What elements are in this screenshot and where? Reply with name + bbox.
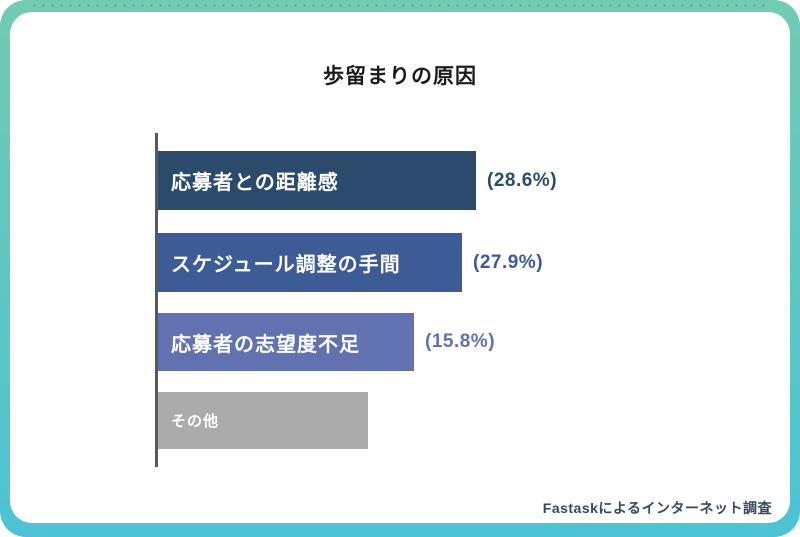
source-caption: Fastaskによるインターネット調査 (542, 500, 772, 516)
bar: スケジュール調整の手間 (158, 233, 462, 292)
chart-title: 歩留まりの原因 (323, 65, 477, 88)
plot-area: 応募者との距離感 (28.6%) スケジュール調整の手間 (27.9%) 応募者の志望度… (10, 12, 790, 523)
chart-card: 歩留まりの原因 応募者との距離感 (28.6%) スケジュール調整の手間 (27.9%… (10, 12, 790, 523)
bar-value-label: (15.8%) (425, 331, 496, 352)
bar: 応募者との距離感 (158, 151, 476, 210)
bar-value-label: (27.9%) (473, 251, 544, 273)
bar-row: 応募者の志望度不足 (15.8%) (158, 313, 495, 371)
bar-category-label: 応募者との距離感 (171, 172, 339, 194)
bar-row: その他 (158, 392, 379, 449)
bar-category-label: その他 (171, 413, 220, 430)
bar-category-label: スケジュール調整の手間 (171, 254, 401, 276)
bar-row: 応募者との距離感 (28.6%) (158, 151, 557, 210)
bar-row: スケジュール調整の手間 (27.9%) (158, 233, 543, 292)
bar-category-label: 応募者の志望度不足 (171, 333, 360, 356)
bar: その他 (158, 392, 368, 449)
bar-value-label: (28.6%) (487, 169, 558, 191)
y-axis-line (155, 133, 158, 467)
bar: 応募者の志望度不足 (158, 313, 414, 371)
